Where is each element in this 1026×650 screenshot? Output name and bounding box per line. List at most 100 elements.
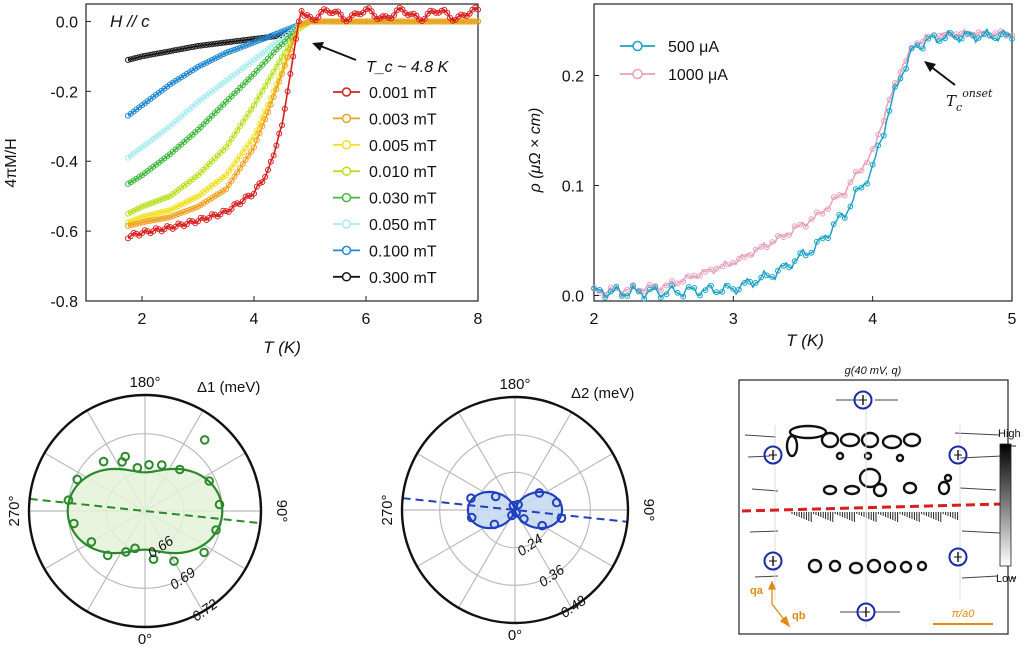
map-feature	[822, 484, 838, 496]
y-tick-label: -0.6	[50, 224, 78, 241]
data-point	[141, 52, 148, 59]
data-point	[102, 550, 113, 561]
data-point	[239, 149, 246, 156]
data-point	[158, 209, 165, 216]
bragg-circle	[948, 547, 968, 567]
data-point	[279, 70, 285, 77]
data-point	[897, 75, 904, 82]
y-tick-label: 0.2	[562, 69, 584, 86]
data-point	[172, 204, 179, 211]
data-point	[741, 280, 748, 286]
map-feature	[858, 467, 882, 489]
series-0-030-mT	[125, 18, 481, 187]
data-point	[228, 135, 235, 142]
map-feature	[785, 434, 799, 458]
data-point	[273, 86, 280, 93]
map-feature	[937, 480, 951, 496]
data-point	[279, 28, 285, 35]
tc-arrowhead	[312, 42, 324, 51]
legend-marker	[341, 192, 352, 203]
data-point	[399, 6, 406, 13]
data-point	[267, 101, 274, 108]
bragg-circle	[763, 445, 783, 465]
data-point	[164, 207, 171, 214]
map-feature	[788, 424, 828, 440]
data-point	[630, 283, 636, 290]
data-point	[335, 18, 341, 25]
data-point	[262, 83, 269, 90]
data-point	[466, 18, 473, 25]
data-point	[596, 287, 603, 293]
data-point	[150, 211, 157, 218]
data-point	[265, 109, 271, 116]
bragg-circle	[763, 551, 783, 571]
data-point	[713, 289, 720, 296]
data-point	[399, 18, 406, 25]
data-point	[211, 525, 221, 535]
data-point	[203, 41, 210, 48]
data-point	[641, 288, 648, 295]
legend-item: 0.005 mT	[333, 138, 437, 155]
data-point	[161, 215, 168, 222]
onset-annotation: Tconset	[946, 87, 993, 114]
data-point	[231, 46, 238, 53]
fit-curve	[66, 467, 224, 555]
data-point	[133, 220, 140, 227]
data-point	[892, 84, 898, 90]
data-point	[1009, 36, 1015, 42]
data-point	[931, 32, 937, 39]
data-point	[475, 18, 481, 25]
data-point	[730, 286, 737, 292]
data-point	[293, 35, 299, 42]
y-tick-label: -0.8	[50, 294, 78, 311]
data-point	[169, 213, 176, 220]
data-point	[279, 122, 285, 129]
data-point	[663, 291, 670, 298]
data-point	[685, 273, 692, 279]
data-point	[69, 518, 79, 529]
data-point	[463, 18, 470, 25]
map-feature	[828, 559, 842, 573]
data-point	[167, 48, 173, 55]
data-point	[713, 265, 720, 272]
legend-marker	[341, 87, 352, 97]
polar-spoke	[514, 509, 573, 609]
data-point	[267, 73, 274, 80]
series-line	[127, 20, 478, 185]
data-point	[808, 216, 815, 222]
data-point	[763, 272, 770, 279]
angle-label: 0°	[508, 627, 522, 644]
data-point	[169, 47, 176, 54]
data-point	[256, 92, 263, 99]
data-point	[189, 205, 196, 212]
data-point	[658, 287, 664, 294]
data-point	[819, 235, 826, 242]
data-point	[624, 286, 631, 293]
data-point	[211, 40, 218, 47]
data-point	[914, 42, 921, 48]
data-point	[908, 45, 915, 52]
data-point	[724, 261, 731, 268]
data-point	[197, 42, 204, 49]
data-point	[195, 63, 201, 70]
bragg-peak	[763, 445, 783, 465]
data-point	[199, 435, 210, 445]
map-feature	[872, 482, 888, 498]
data-point	[262, 116, 269, 123]
map-feature	[863, 451, 873, 461]
map-feature	[848, 561, 864, 575]
data-point	[329, 18, 336, 25]
data-point	[433, 18, 439, 25]
data-point	[814, 238, 820, 245]
data-point	[237, 37, 243, 44]
data-point	[178, 201, 185, 208]
legend-label: 0.300 mT	[369, 270, 437, 287]
data-point	[970, 32, 976, 39]
data-point	[702, 269, 709, 275]
data-point	[203, 59, 210, 66]
data-point	[209, 56, 215, 63]
data-point	[354, 18, 361, 25]
data-point	[674, 289, 681, 296]
data-point	[301, 20, 308, 27]
